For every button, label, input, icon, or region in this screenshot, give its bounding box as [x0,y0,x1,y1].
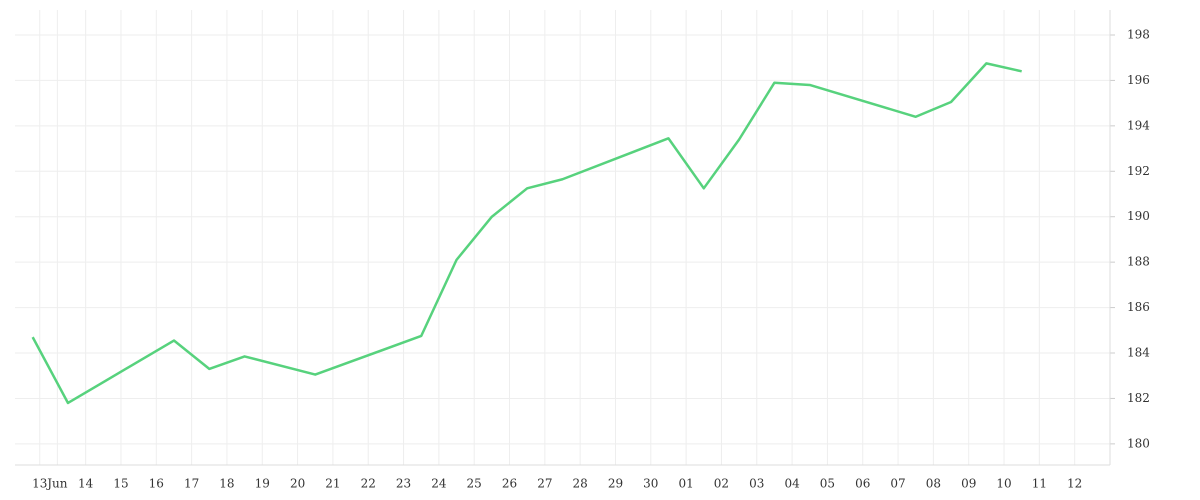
x-tick-label: 20 [290,477,305,491]
x-tick-label: 23 [396,477,411,491]
x-tick-label: 28 [573,477,588,491]
x-tick-label: 03 [749,477,764,491]
y-tick-label: 190 [1127,209,1150,223]
y-tick-label: 198 [1127,27,1150,41]
x-tick-label: 09 [961,477,976,491]
x-tick-label: 21 [325,477,340,491]
line-series [31,62,1022,405]
x-tick-label: 11 [1032,477,1047,491]
y-tick-label: 186 [1127,300,1150,314]
x-tick-label: 08 [926,477,941,491]
x-tick-label: 12 [1067,477,1082,491]
x-tick-label: 18 [219,477,234,491]
x-tick-label: 01 [678,477,693,491]
y-tick-label: 196 [1127,73,1150,87]
x-tick-label: 14 [78,477,94,491]
x-tick-label: 02 [714,477,729,491]
x-tick-label: 17 [184,477,199,491]
x-tick-label: 05 [820,477,835,491]
x-tick-label: 13 [32,477,47,491]
x-tick-label: 07 [890,477,905,491]
x-tick-label: 25 [467,477,482,491]
x-tick-label: 16 [149,477,164,491]
x-tick-label: 19 [255,477,270,491]
x-tick-label: 29 [608,477,623,491]
x-tick-label: 30 [643,477,658,491]
x-tick-label: 15 [113,477,128,491]
x-tick-label: 10 [996,477,1011,491]
x-tick-label: 06 [855,477,870,491]
y-tick-label: 194 [1127,118,1150,132]
y-tick-label: 182 [1127,391,1150,405]
y-tick-label: 192 [1127,164,1150,178]
x-tick-label: 22 [361,477,376,491]
y-tick-label: 184 [1127,346,1150,360]
x-tick-label: 24 [431,477,447,491]
x-tick-label: 26 [502,477,517,491]
y-tick-label: 188 [1127,255,1150,269]
x-tick-label: 04 [784,477,800,491]
x-tick-label: Jun [45,477,68,491]
y-tick-label: 180 [1127,436,1150,450]
x-tick-label: 27 [537,477,552,491]
